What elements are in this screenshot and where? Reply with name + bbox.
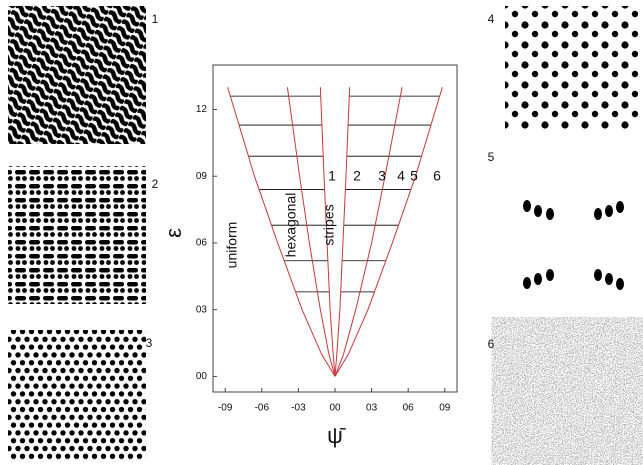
pattern-image <box>8 330 146 460</box>
x-tick-label: 03 <box>366 403 378 414</box>
boundary-curve <box>286 87 336 377</box>
panel-label: 5 <box>488 150 495 164</box>
boundary-curve <box>334 87 351 377</box>
boundary-curve <box>334 87 443 377</box>
y-axis-label: ε <box>161 228 186 238</box>
panel-label: 3 <box>146 336 153 350</box>
x-tick-label: -09 <box>218 403 233 414</box>
annotation: 2 <box>353 168 361 184</box>
annotation: stripes <box>321 204 337 245</box>
x-tick-label: 06 <box>403 403 415 414</box>
annotation: 4 <box>397 168 405 184</box>
annotation: 6 <box>433 168 441 184</box>
panel-label: 4 <box>488 12 495 26</box>
annotation: 5 <box>410 168 418 184</box>
pattern-image <box>505 330 638 458</box>
x-tick-label: 00 <box>329 403 341 414</box>
y-tick-label: 09 <box>196 171 208 182</box>
annotation: 3 <box>378 168 386 184</box>
x-tick-label: -06 <box>255 403 270 414</box>
x-tick-label: -03 <box>291 403 306 414</box>
boundary-curve <box>227 87 336 377</box>
pattern-image <box>505 6 638 130</box>
boundary-curve <box>334 87 403 377</box>
panel-label: 6 <box>488 337 495 351</box>
pattern-image <box>523 200 624 290</box>
annotation: 1 <box>328 168 336 184</box>
y-tick-label: 12 <box>196 104 208 115</box>
pattern-image <box>8 6 146 144</box>
panel-label: 1 <box>152 12 159 26</box>
annotation: hexagonal <box>283 193 299 258</box>
pattern-image <box>8 166 146 304</box>
y-tick-label: 00 <box>196 371 208 382</box>
annotation: uniform <box>224 222 240 269</box>
x-tick-label: 09 <box>439 403 451 414</box>
x-axis-label: ψ̄ <box>327 423 346 448</box>
y-tick-label: 03 <box>196 304 208 315</box>
boundary-curve <box>319 87 336 377</box>
panel-label: 2 <box>152 177 159 191</box>
y-tick-label: 06 <box>196 238 208 249</box>
